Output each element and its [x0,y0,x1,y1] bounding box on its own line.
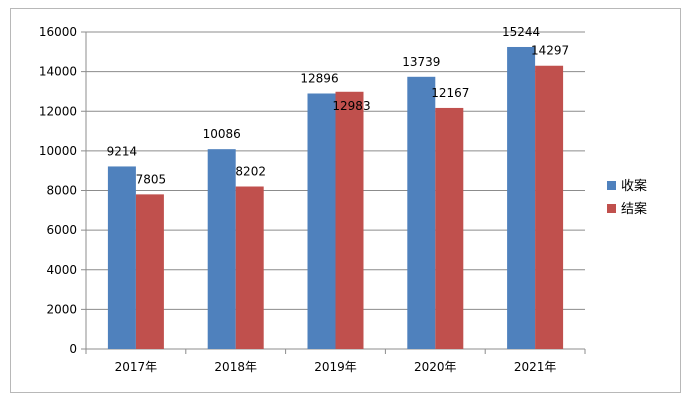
x-tick-label: 2019年 [314,360,357,374]
bar-series-2 [435,107,464,349]
data-label: 10086 [203,127,241,141]
y-tick-label: 4000 [46,263,77,277]
bar-series-1 [307,93,336,349]
data-label: 13739 [402,55,440,69]
data-label: 9214 [107,144,138,158]
y-tick-label: 10000 [39,144,77,158]
y-tick-label: 0 [69,342,77,356]
data-labels: 9214 10086 12896 13739 15244 7805 8202 12983 121… [107,25,570,186]
bars [107,46,564,350]
data-label: 12983 [332,99,370,113]
bar-series-2 [235,186,264,349]
axes: 0 2000 4000 6000 8000 10000 12000 14000 16000 201… [39,25,586,374]
legend-swatch [607,204,616,213]
x-tick-label: 2020年 [414,360,457,374]
x-tick-label: 2017年 [115,360,158,374]
bar-series-2 [535,65,564,349]
y-tick-label: 14000 [39,65,77,79]
data-label: 12896 [300,71,338,85]
legend-label: 结案 [621,202,647,217]
bar-series-1 [207,149,236,349]
data-label: 7805 [136,172,167,186]
y-tick-label: 6000 [46,223,77,237]
legend-swatch [607,181,616,190]
data-label: 15244 [502,25,540,39]
x-tick-label: 2018年 [214,360,257,374]
data-label: 12167 [431,86,469,100]
data-label: 8202 [235,164,266,178]
bar-series-1 [407,76,436,349]
y-tick-label: 12000 [39,104,77,118]
y-tick-label: 8000 [46,184,77,198]
bar-series-2 [135,194,164,349]
bar-series-2 [335,91,364,349]
x-tick-label: 2021年 [514,360,557,374]
data-label: 14297 [531,44,569,58]
bar-series-1 [507,46,536,350]
y-tick-label: 2000 [46,302,77,316]
y-tick-label: 16000 [39,25,77,39]
legend-label: 收案 [621,179,647,194]
bar-series-1 [107,166,136,349]
